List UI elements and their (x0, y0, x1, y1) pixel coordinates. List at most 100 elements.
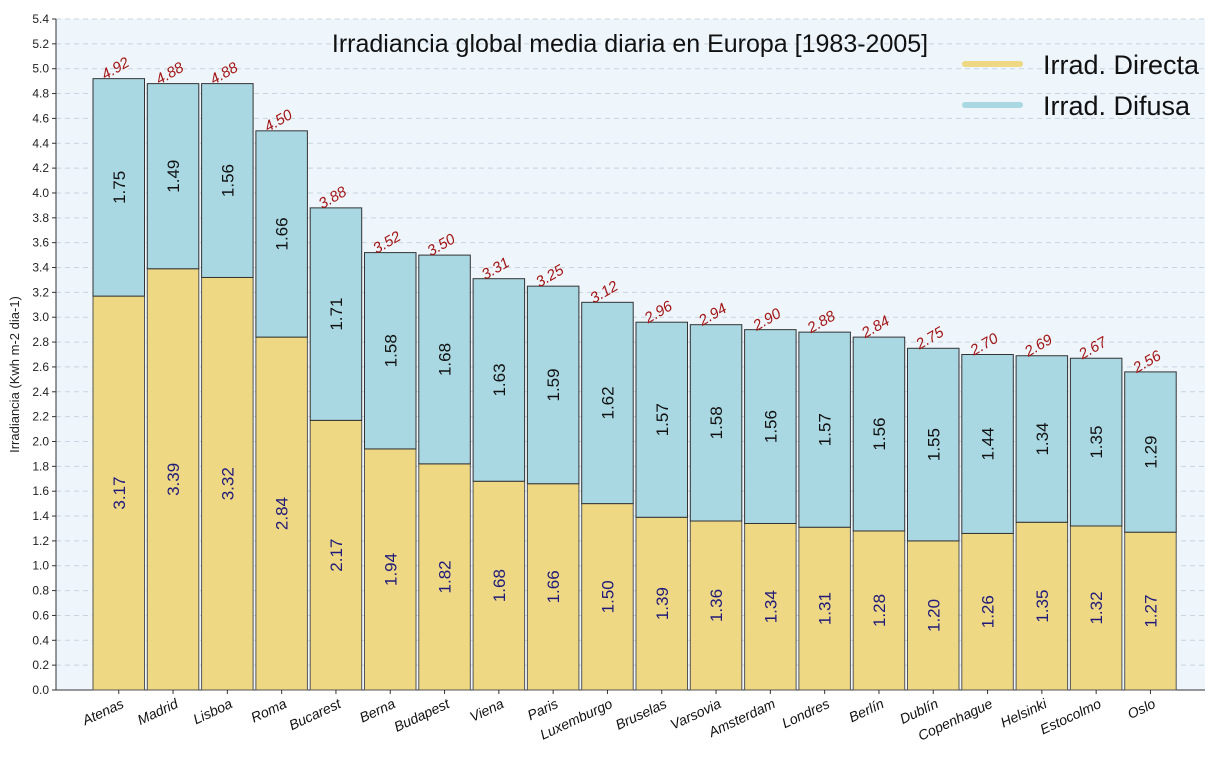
directa-value-label: 1.20 (924, 599, 943, 632)
bar-directa (798, 526, 851, 691)
difusa-value-label: 1.56 (218, 164, 237, 197)
bar-difusa (852, 336, 906, 532)
difusa-value-label: 1.49 (164, 160, 183, 193)
difusa-value-label: 1.34 (1033, 422, 1052, 455)
bar-directa (635, 516, 688, 691)
category-label: Viena (467, 695, 506, 725)
directa-value-label: 1.36 (707, 589, 726, 622)
bar-difusa (1015, 355, 1069, 523)
y-tick-label: 4.4 (32, 136, 49, 150)
directa-value-label: 3.39 (164, 463, 183, 496)
y-tick-label: 4.2 (32, 161, 49, 175)
difusa-value-label: 1.62 (598, 386, 617, 419)
bar-directa (364, 448, 417, 691)
bar-difusa (581, 301, 634, 505)
directa-value-label: 1.31 (816, 592, 835, 625)
difusa-value-label: 1.57 (816, 413, 835, 446)
y-tick-label: 1.2 (32, 534, 49, 548)
difusa-value-label: 1.71 (327, 298, 346, 331)
difusa-value-label: 1.55 (924, 428, 943, 461)
category-label: Lisboa (190, 695, 234, 727)
category-label: Roma (248, 695, 289, 725)
y-tick-label: 0.0 (32, 683, 49, 697)
bar-difusa (364, 252, 417, 450)
y-tick-label: 2.6 (32, 360, 49, 374)
category-label: Estocolmo (1037, 695, 1103, 737)
bar-directa (852, 530, 906, 691)
y-tick-label: 4.6 (32, 111, 49, 125)
bar-directa (309, 419, 363, 691)
difusa-value-label: 1.68 (436, 343, 455, 376)
bar-directa (146, 268, 200, 691)
y-tick-label: 1.8 (32, 459, 49, 473)
bar-directa (201, 276, 254, 691)
bar-difusa (635, 321, 688, 518)
y-tick-label: 4.0 (32, 186, 49, 200)
category-label: Londres (779, 695, 832, 731)
bar-difusa (526, 285, 580, 485)
bar-directa (744, 522, 797, 691)
y-tick-label: 0.2 (32, 658, 49, 672)
bar-difusa (1069, 357, 1123, 527)
category-label: Madrid (135, 695, 182, 728)
bar-difusa (1124, 371, 1177, 533)
directa-value-label: 3.32 (218, 467, 237, 500)
y-tick-label: 2.0 (32, 434, 49, 448)
category-label: Berlín (846, 695, 886, 725)
category-label: Bruselas (613, 695, 669, 733)
directa-value-label: 2.17 (327, 539, 346, 572)
y-tick-label: 2.2 (32, 410, 49, 424)
bar-directa (581, 503, 634, 691)
y-tick-label: 5.2 (32, 37, 49, 51)
bar-difusa (92, 78, 145, 297)
category-label: Bucarest (286, 695, 344, 733)
y-tick-label: 3.2 (32, 285, 49, 299)
bar-directa (92, 295, 145, 691)
bar-difusa (309, 207, 363, 421)
y-tick-label: 3.8 (32, 211, 49, 225)
bar-difusa (201, 83, 254, 278)
difusa-value-label: 1.29 (1141, 435, 1160, 468)
y-tick-label: 4.8 (32, 87, 49, 101)
bar-directa (255, 336, 308, 691)
difusa-value-label: 1.63 (490, 363, 509, 396)
bar-difusa (146, 83, 200, 270)
bar-difusa (472, 278, 526, 482)
directa-value-label: 1.26 (979, 595, 998, 628)
bar-directa (1124, 531, 1177, 691)
y-tick-label: 0.4 (32, 633, 49, 647)
bar-difusa (689, 324, 743, 522)
y-tick-label: 0.6 (32, 608, 49, 622)
bar-difusa (255, 130, 308, 338)
difusa-value-label: 1.66 (273, 217, 292, 250)
directa-value-label: 1.94 (381, 553, 400, 586)
y-axis-label: Irradiancia (Kwh m-2 dia-1) (7, 296, 22, 453)
directa-value-label: 1.27 (1141, 595, 1160, 628)
directa-value-label: 3.17 (110, 477, 129, 510)
directa-value-label: 1.68 (490, 569, 509, 602)
y-tick-label: 3.6 (32, 236, 49, 250)
y-tick-label: 1.6 (32, 484, 49, 498)
difusa-value-label: 1.35 (1087, 426, 1106, 459)
difusa-value-label: 1.58 (381, 334, 400, 367)
bar-difusa (961, 354, 1014, 534)
y-tick-label: 3.0 (32, 310, 49, 324)
bar-difusa (798, 331, 851, 528)
difusa-value-label: 1.58 (707, 406, 726, 439)
directa-value-label: 2.84 (273, 497, 292, 530)
difusa-value-label: 1.56 (761, 410, 780, 443)
bar-directa (526, 483, 580, 691)
difusa-value-label: 1.59 (544, 368, 563, 401)
directa-value-label: 1.35 (1033, 590, 1052, 623)
directa-value-label: 1.32 (1087, 591, 1106, 624)
difusa-value-label: 1.75 (110, 171, 129, 204)
directa-value-label: 1.39 (653, 587, 672, 620)
bar-directa (1015, 521, 1069, 691)
y-tick-label: 1.4 (32, 509, 49, 523)
chart-title: Irradiancia global media diaria en Europ… (332, 30, 928, 58)
legend-label-difusa: Irrad. Difusa (1043, 91, 1191, 121)
y-tick-label: 2.8 (32, 335, 49, 349)
bar-difusa (418, 254, 471, 465)
directa-value-label: 1.82 (436, 560, 455, 593)
